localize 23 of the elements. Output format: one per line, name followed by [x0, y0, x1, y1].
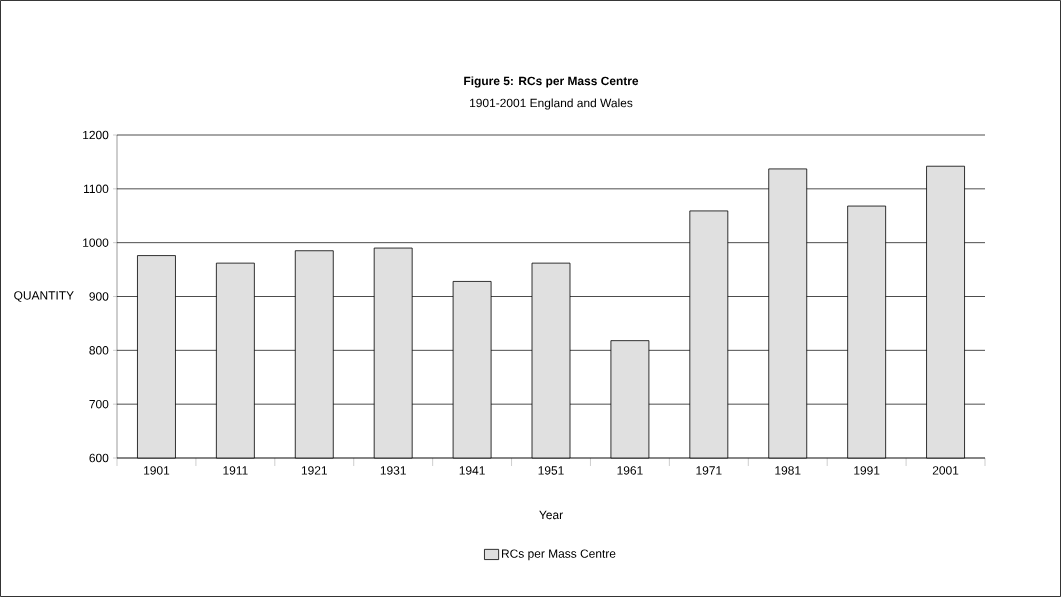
x-tick-label: 1951	[538, 466, 564, 475]
y-tick-label: 600	[89, 453, 109, 463]
x-tick-label: 1911	[223, 466, 248, 475]
x-tick-label: 2001	[932, 466, 959, 475]
x-tick-label: 1921	[301, 466, 327, 475]
y-tick-label: 900	[89, 292, 109, 301]
x-axis-title: Year	[539, 510, 563, 520]
y-tick-label: 800	[89, 346, 109, 355]
y-axis-title: QUANTITY	[14, 291, 74, 302]
legend-label: RCs per Mass Centre	[502, 549, 616, 561]
x-tick-label: 1991	[854, 466, 880, 475]
x-tick-label: 1981	[775, 466, 801, 475]
y-tick-label: 1200	[83, 130, 109, 140]
chart-title: Figure 5: RCs per Mass Centre	[464, 76, 639, 88]
x-tick-label: 1941	[459, 466, 485, 475]
x-tick-label: 1971	[696, 466, 722, 475]
y-tick-label: 700	[89, 399, 109, 409]
x-tick-label: 1931	[380, 466, 406, 475]
y-tick-label: 1100	[84, 184, 109, 194]
y-tick-label: 1000	[83, 238, 109, 247]
x-tick-label: 1901	[144, 466, 170, 475]
chart-subtitle: 1901-2001 England and Wales	[470, 98, 633, 110]
x-tick-label: 1961	[617, 466, 643, 475]
